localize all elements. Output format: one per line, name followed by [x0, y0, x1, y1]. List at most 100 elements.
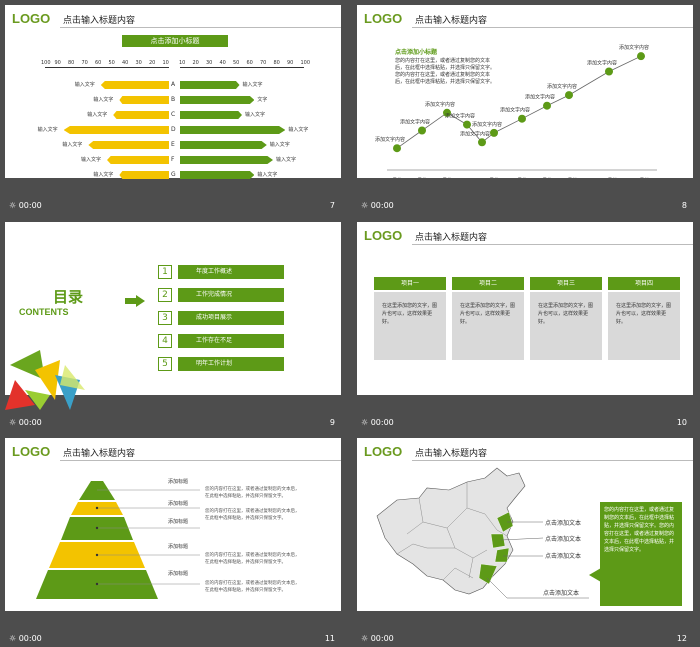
bar-right-label: 输入文字	[245, 112, 266, 118]
slide-title: 点击输入标题内容	[415, 16, 488, 26]
tick-label-left: 70	[81, 60, 88, 66]
axis-line-right	[180, 67, 304, 68]
contents-number: 3	[158, 311, 172, 325]
contents-number: 1	[158, 265, 172, 279]
pyramid-label: 添加标题	[168, 479, 189, 485]
pyramid-layer-1	[79, 481, 115, 500]
logo: LOGO	[12, 444, 51, 459]
project-body-4: 在这里添加您的文字，图片也可以，这样效果更好。	[608, 292, 680, 360]
slide-12-map[interactable]: LOGO 点击输入标题内容 点击添加文本 点击添加文本 点击添加文本 点击添加文…	[357, 438, 693, 611]
bar-left-label: 输入文字	[37, 127, 58, 133]
point-label: 添加文字内容	[400, 119, 430, 126]
slide-10-projects[interactable]: LOGO 点击输入标题内容 项目一 在这里添加您的文字，图片也可以，这样效果更好。…	[357, 222, 693, 395]
bar-left	[100, 81, 169, 89]
point-label: 添加文字内容	[619, 44, 649, 51]
axis-line-left	[45, 67, 169, 68]
slide-title: 点击输入标题内容	[63, 16, 136, 26]
bar-left	[113, 111, 169, 119]
slide-number: 9	[329, 418, 335, 427]
bar-left-label: 输入文字	[81, 157, 102, 163]
bar-left	[88, 141, 169, 149]
tick-label-right: 20	[192, 60, 199, 66]
contents-item-3[interactable]: 成功项目展示	[178, 311, 284, 325]
tick-label-left: 60	[95, 60, 102, 66]
contents-subtitle: CONTENTS	[19, 307, 69, 317]
row-letter: G	[171, 171, 176, 178]
slide-time: 00:00	[18, 634, 42, 643]
bar-left	[63, 126, 169, 134]
project-body-2: 在这里添加您的文字，图片也可以，这样效果更好。	[452, 292, 524, 360]
bar-left	[119, 96, 169, 104]
pyramid-text-1: 您的内容打在这里，或者通过复制您的文本后，	[205, 509, 300, 514]
bar-left	[107, 156, 169, 164]
tick-label-left: 50	[108, 60, 115, 66]
highlight-region-2	[490, 533, 506, 549]
month-tick: 9月份	[539, 177, 552, 178]
bar-left-label: 输入文字	[93, 97, 114, 103]
project-head-2: 项目二	[452, 277, 524, 290]
map-label-2: 点击添加文本	[545, 536, 582, 543]
contents-item-2[interactable]: 工作完成情况	[178, 288, 284, 302]
row-letter: E	[171, 141, 175, 148]
line-chart: 添加文字内容添加文字内容添加文字内容添加文字内容添加文字内容添加文字内容添加文字…	[375, 44, 657, 178]
point-label: 添加文字内容	[375, 136, 405, 143]
contents-item-4[interactable]: 工作存在不足	[178, 334, 284, 348]
slide-9-contents[interactable]: 目录 CONTENTS 1 年度工作概述 2 工作完成情况 3 成功项目展示 4 工作存在不足…	[5, 222, 341, 410]
pyramid-label: 添加标题	[168, 571, 189, 577]
project-head-1: 项目一	[374, 277, 446, 290]
point-label: 添加文字内容	[445, 113, 475, 120]
slide-title: 点击输入标题内容	[415, 233, 488, 243]
tick-label-right: 100	[300, 60, 311, 66]
slide-11-pyramid[interactable]: LOGO 点击输入标题内容 添加标题 添加标题 添加标题 添加标题 添加标题 您的内容打在…	[5, 438, 341, 611]
logo: LOGO	[12, 11, 51, 26]
divider	[60, 27, 341, 28]
bar-right-label: 输入文字	[276, 157, 297, 163]
bar-right	[180, 171, 255, 179]
pyramid-diagram	[36, 481, 200, 599]
row-letter: F	[171, 156, 175, 163]
tick-label-right: 40	[219, 60, 226, 66]
project-body-3: 在这里添加您的文字，图片也可以，这样效果更好。	[530, 292, 602, 360]
row-letter: D	[171, 126, 176, 133]
slide-8-line-chart[interactable]: LOGO 点击输入标题内容 点击添加小标题 您的内容打在这里，或者通过复制您的文…	[357, 5, 693, 178]
tick-label-right: 30	[206, 60, 213, 66]
point-label: 添加文字内容	[500, 107, 530, 114]
slide-number: 8	[681, 201, 687, 210]
month-tick: 6月份	[439, 177, 452, 178]
slide-title: 点击输入标题内容	[63, 449, 136, 459]
highlight-region-1	[496, 511, 514, 533]
point-label: 添加文字内容	[547, 83, 577, 90]
china-map	[376, 467, 589, 599]
slide-time: 00:00	[18, 201, 42, 210]
tick-label-left: 80	[68, 60, 75, 66]
bar-right	[180, 81, 240, 89]
bar-right	[180, 141, 267, 149]
pyramid-label: 添加标题	[168, 519, 189, 525]
tick-label-left: 20	[149, 60, 156, 66]
pyramid-text-1: 您的内容打在这里，或者通过复制您的文本后，	[205, 553, 300, 558]
month-tick: 8月份	[514, 177, 527, 178]
bar-left-label: 输入文字	[93, 172, 114, 178]
contents-number: 4	[158, 334, 172, 348]
pyramid-text-2: 在此框中选择粘贴，并选择只保留文字。	[205, 516, 286, 521]
point-label: 添加文字内容	[460, 130, 490, 137]
bar-right-label: 输入文字	[269, 142, 290, 148]
contents-number: 2	[158, 288, 172, 302]
pyramid-text-2: 在此框中选择粘贴，并选择只保留文字。	[205, 494, 286, 499]
bar-right-label: 输入文字	[288, 127, 309, 133]
slide-7-bilateral-bar[interactable]: LOGO 点击输入标题内容 点击添加小标题 100 90 80 70 60 50 40 30 2…	[5, 5, 341, 179]
slide-11-footer: ☼ 00:00 11	[9, 634, 335, 643]
contents-item-5[interactable]: 明年工作计划	[178, 357, 284, 371]
point-label: 添加文字内容	[472, 121, 502, 128]
contents-item-1[interactable]: 年度工作概述	[178, 265, 284, 279]
divider	[60, 460, 341, 461]
tick-label-left: 40	[122, 60, 129, 66]
month-tick: 4月份	[414, 177, 427, 178]
slide-number: 11	[324, 634, 335, 643]
map-label-1: 点击添加文本	[545, 520, 582, 527]
bar-right-label: 输入文字	[242, 82, 263, 88]
tick-label-right: 50	[233, 60, 240, 66]
bar-right	[180, 96, 255, 104]
pyramid-label: 添加标题	[168, 501, 189, 507]
slide-8-footer: ☼ 00:00 8	[361, 201, 687, 210]
